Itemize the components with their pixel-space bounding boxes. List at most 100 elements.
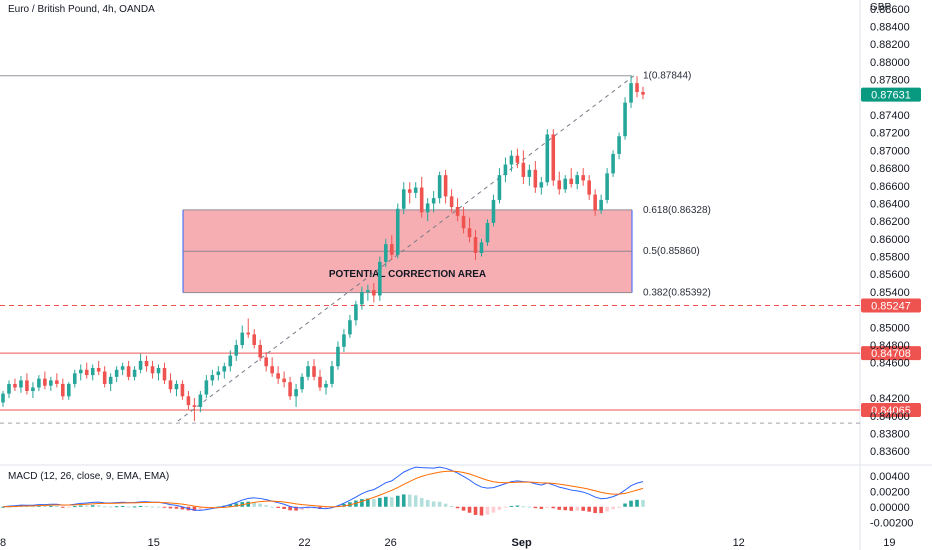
candle-body [288, 382, 292, 397]
macd-histogram-bar [557, 506, 562, 510]
candle-body [366, 290, 370, 292]
candle-body [180, 383, 185, 397]
macd-histogram-bar [228, 504, 233, 507]
macd-histogram-bar [198, 506, 203, 511]
candle-body [581, 175, 585, 181]
candle-body [629, 83, 633, 103]
candle-body [521, 162, 526, 177]
macd-histogram-bar [587, 506, 591, 512]
macd-histogram-bar [96, 505, 101, 507]
candle-body [635, 83, 639, 92]
macd-histogram-bar [138, 505, 143, 507]
candle-body [425, 203, 430, 213]
candle-body [72, 373, 77, 384]
y-tick-label: 0.86200 [870, 216, 910, 228]
candle-body [222, 366, 227, 372]
macd-histogram-bar [378, 497, 382, 507]
candle-body [318, 376, 322, 388]
macd-histogram-bar [515, 505, 520, 507]
y-tick-label: 0.85600 [870, 269, 910, 281]
fib-level-label: 0.5(0.85860) [643, 246, 700, 257]
candle-body [300, 376, 304, 390]
y-tick-label: 0.84600 [870, 358, 910, 370]
macd-histogram-bar [635, 499, 639, 507]
macd-histogram-bar [509, 505, 514, 507]
candle-body [228, 355, 233, 367]
macd-y-tick-label: 0.00000 [870, 502, 910, 514]
macd-histogram-bar [581, 506, 585, 511]
macd-histogram-bar [384, 496, 388, 507]
candle-body [545, 134, 550, 183]
candle-body [150, 366, 155, 374]
macd-histogram-bar [360, 499, 364, 507]
currency-label: GBP [870, 2, 891, 13]
candle-body [114, 369, 119, 377]
macd-histogram-bar [31, 506, 35, 508]
y-tick-label: 0.85800 [870, 252, 910, 264]
signal-line [2, 470, 644, 509]
macd-histogram-bar [168, 506, 173, 509]
macd-histogram-bar [593, 506, 597, 514]
candle-body [1, 393, 5, 403]
price-badge [861, 298, 921, 313]
candle-body [527, 169, 532, 177]
macd-histogram-bar [395, 495, 400, 507]
candle-body [13, 383, 17, 388]
candle-body [120, 366, 125, 370]
candle-body [264, 357, 268, 367]
candle-body [210, 375, 215, 381]
candle-body [138, 360, 143, 370]
candle-body [617, 136, 621, 154]
fib-level-label: 1(0.87844) [643, 71, 691, 82]
macd-histogram-bar [473, 506, 478, 515]
candle-body [563, 178, 568, 190]
candle-body [216, 371, 221, 376]
macd-histogram-bar [617, 506, 621, 508]
candle-body [19, 380, 23, 388]
candle-body [575, 175, 579, 184]
candle-body [431, 198, 436, 204]
candle-body [78, 369, 83, 374]
price-badge-label: 0.84065 [871, 405, 911, 417]
y-tick-label: 0.84000 [870, 411, 910, 423]
candle-body [497, 175, 502, 200]
macd-histogram-bar [102, 506, 107, 508]
candle-body [605, 173, 609, 200]
macd-histogram-bar [37, 505, 41, 507]
candle-body [240, 332, 245, 345]
macd-histogram-bar [342, 504, 346, 507]
macd-histogram-bar [461, 506, 466, 511]
macd-histogram-bar [641, 499, 645, 507]
candle-body [132, 369, 137, 377]
candle-body [294, 389, 298, 397]
macd-histogram-bar [455, 506, 460, 509]
x-tick-label: 12 [733, 537, 745, 549]
macd-histogram-bar [156, 506, 161, 508]
y-tick-label: 0.87800 [870, 75, 910, 87]
macd-histogram-bar [294, 506, 298, 511]
macd-y-tick-label: 0.00200 [870, 486, 910, 498]
candle-body [533, 169, 538, 188]
macd-histogram-bar [533, 506, 538, 509]
candle-body [126, 366, 131, 377]
macd-histogram-bar [264, 505, 268, 507]
macd-histogram-bar [43, 505, 47, 507]
candle-body [49, 380, 53, 386]
candle-body [90, 368, 95, 376]
macd-histogram-bar [246, 501, 251, 507]
candle-body [384, 244, 388, 262]
zone-label: POTENTIAL CORRECTION AREA [329, 269, 486, 280]
candle-body [61, 383, 65, 397]
y-tick-label: 0.86000 [870, 234, 910, 246]
candle-body [611, 153, 615, 174]
candle-body [192, 405, 197, 407]
candle-body [43, 378, 47, 386]
macd-histogram-bar [503, 506, 508, 508]
price-badge [861, 403, 921, 418]
x-tick-label: 8 [0, 537, 6, 549]
y-tick-label: 0.88400 [870, 22, 910, 34]
macd-y-tick-label: -0.00200 [870, 517, 913, 529]
candle-body [360, 291, 364, 305]
chart-title: Euro / British Pound, 4h, OANDA [8, 4, 155, 15]
candle-body [144, 360, 149, 367]
